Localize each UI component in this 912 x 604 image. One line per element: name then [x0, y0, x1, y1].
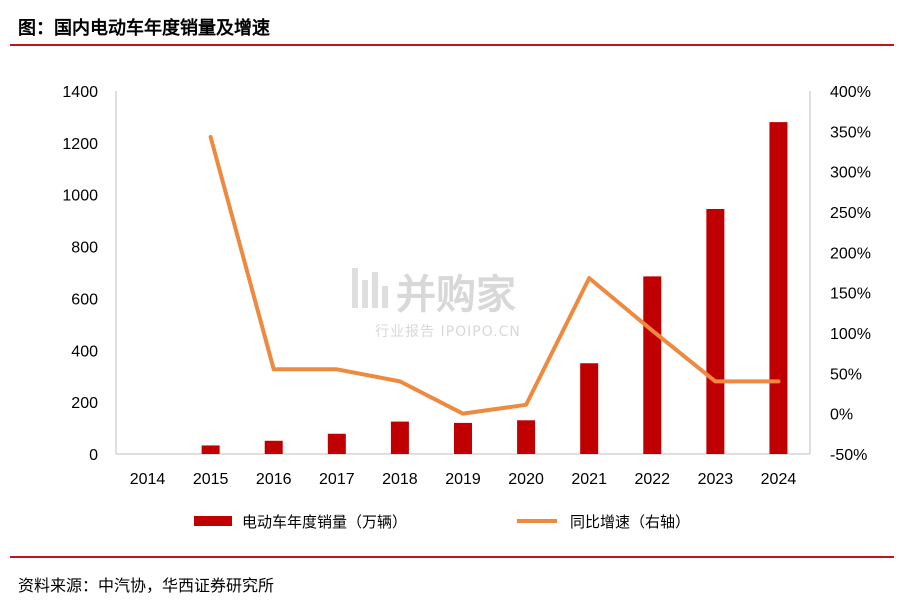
y2-tick-label: 50% [830, 366, 862, 383]
line-point [525, 403, 528, 406]
series-line [208, 134, 781, 416]
line-point [462, 412, 464, 415]
line-point [272, 368, 275, 371]
watermark-logo [372, 272, 378, 308]
y-tick-label: 600 [71, 291, 98, 308]
bar [390, 421, 409, 454]
y2-tick-label: 100% [830, 326, 871, 343]
x-tick-label: 2014 [130, 471, 166, 488]
y-tick-label: 800 [71, 240, 98, 257]
y2-tick-label: -50% [830, 447, 867, 464]
bar [706, 208, 725, 454]
y2-tick-label: 350% [830, 124, 871, 141]
x-tick-label: 2018 [382, 471, 418, 488]
legend-label-line: 同比增速（右轴） [570, 513, 690, 531]
x-tick-label: 2021 [571, 471, 607, 488]
bar [201, 445, 220, 454]
x-tick-label: 2024 [761, 471, 797, 488]
x-tick-label: 2023 [698, 471, 734, 488]
y-tick-label: 1000 [62, 188, 98, 205]
y2-tick-label: 200% [830, 245, 871, 262]
watermark-subtext: 行业报告 IPOIPO.CN [375, 324, 521, 340]
x-tick-label: 2020 [508, 471, 544, 488]
line-point [209, 135, 212, 138]
bar [580, 363, 599, 454]
bar [454, 422, 472, 454]
source-note: 资料来源：中汽协，华西证券研究所 [18, 576, 275, 595]
watermark-logo [382, 286, 388, 308]
y2-tick-label: 300% [830, 165, 871, 182]
line-point [714, 380, 717, 383]
bar [264, 440, 283, 454]
x-tick-label: 2015 [193, 471, 229, 488]
y2-tick-label: 0% [830, 407, 853, 424]
x-tick-label: 2022 [634, 471, 670, 488]
bar [643, 276, 662, 454]
legend-label-bar: 电动车年度销量（万辆） [242, 513, 407, 531]
bar [327, 433, 346, 454]
y-tick-label: 1400 [62, 84, 98, 101]
line-point [651, 329, 654, 332]
line-point [335, 368, 338, 371]
x-tick-label: 2019 [445, 471, 481, 488]
top-divider [10, 44, 894, 46]
x-tick-label: 2017 [319, 471, 355, 488]
watermark-text: 并购家 [396, 272, 516, 318]
bottom-divider [10, 556, 894, 558]
line-point [777, 380, 780, 383]
bar [517, 420, 536, 454]
y-tick-label: 0 [89, 447, 98, 464]
y2-tick-label: 250% [830, 205, 871, 222]
y-tick-label: 400 [71, 343, 98, 360]
line-point [398, 380, 401, 383]
y2-tick-label: 400% [830, 84, 871, 101]
x-tick-label: 2016 [256, 471, 292, 488]
watermark-logo [362, 280, 368, 308]
y-tick-label: 1200 [62, 136, 98, 153]
legend-swatch-bar [194, 516, 232, 526]
chart-title: 图：国内电动车年度销量及增速 [18, 18, 270, 39]
line-point [588, 277, 591, 280]
bar [769, 122, 788, 454]
y-tick-label: 200 [71, 395, 98, 412]
watermark-logo [352, 268, 358, 308]
y2-tick-label: 150% [830, 286, 871, 303]
